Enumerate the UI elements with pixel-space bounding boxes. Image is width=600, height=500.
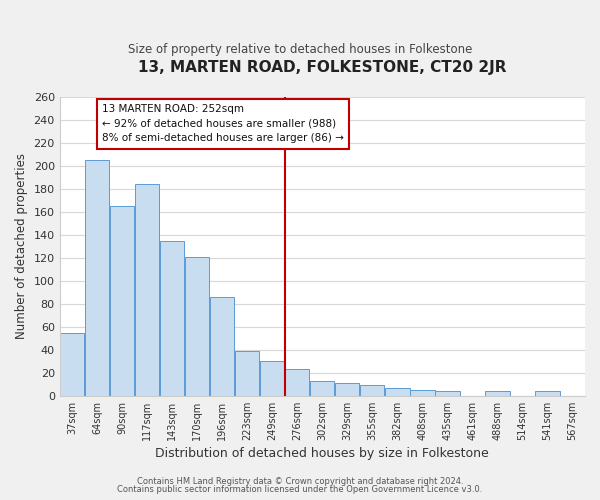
Bar: [335, 383, 359, 396]
Bar: [310, 381, 334, 396]
Bar: [435, 391, 460, 396]
Text: Contains public sector information licensed under the Open Government Licence v3: Contains public sector information licen…: [118, 484, 482, 494]
Bar: [210, 297, 235, 396]
Bar: [185, 257, 209, 396]
Bar: [360, 386, 385, 396]
Bar: [110, 206, 134, 396]
Text: Contains HM Land Registry data © Crown copyright and database right 2024.: Contains HM Land Registry data © Crown c…: [137, 477, 463, 486]
Y-axis label: Number of detached properties: Number of detached properties: [15, 154, 28, 340]
Text: Size of property relative to detached houses in Folkestone: Size of property relative to detached ho…: [128, 42, 472, 56]
Bar: [260, 362, 284, 396]
Bar: [60, 332, 85, 396]
Bar: [235, 351, 259, 396]
Bar: [385, 388, 410, 396]
Bar: [535, 391, 560, 396]
Text: 13 MARTEN ROAD: 252sqm
← 92% of detached houses are smaller (988)
8% of semi-det: 13 MARTEN ROAD: 252sqm ← 92% of detached…: [102, 104, 344, 144]
Bar: [485, 391, 509, 396]
Bar: [135, 184, 160, 396]
Title: 13, MARTEN ROAD, FOLKESTONE, CT20 2JR: 13, MARTEN ROAD, FOLKESTONE, CT20 2JR: [138, 60, 506, 75]
Bar: [285, 370, 310, 396]
Bar: [85, 160, 109, 396]
Bar: [410, 390, 434, 396]
Bar: [160, 240, 184, 396]
X-axis label: Distribution of detached houses by size in Folkestone: Distribution of detached houses by size …: [155, 447, 489, 460]
